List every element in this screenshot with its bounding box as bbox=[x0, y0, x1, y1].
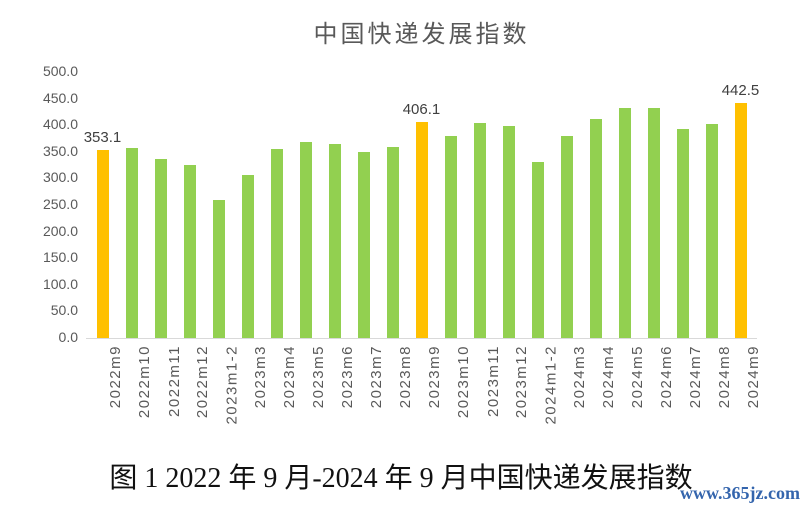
y-axis-label: 350.0 bbox=[42, 142, 78, 159]
data-label: 406.1 bbox=[402, 100, 441, 118]
bar bbox=[125, 148, 138, 338]
bar bbox=[96, 150, 109, 338]
x-axis-label: 2024m4 bbox=[600, 345, 618, 409]
x-axis-label: 2023m12 bbox=[513, 345, 531, 419]
bar bbox=[444, 135, 457, 338]
bar bbox=[560, 135, 573, 338]
x-axis-label: 2022m9 bbox=[107, 345, 125, 409]
x-axis-label: 2024m1-2 bbox=[542, 345, 560, 425]
bar bbox=[183, 164, 196, 338]
x-axis-line bbox=[86, 338, 757, 339]
figure-caption: 图 1 2022 年 9 月-2024 年 9 月中国快递发展指数 bbox=[109, 463, 693, 494]
data-label: 442.5 bbox=[721, 81, 760, 99]
x-axis-label: 2022m10 bbox=[136, 345, 154, 419]
bar bbox=[647, 107, 660, 338]
bar bbox=[212, 199, 225, 338]
bar bbox=[328, 144, 341, 338]
y-axis-label: 250.0 bbox=[42, 196, 78, 212]
y-axis-label: 300.0 bbox=[42, 169, 78, 186]
y-axis-label: 150.0 bbox=[42, 249, 78, 266]
x-axis-label: 2022m11 bbox=[165, 345, 183, 417]
x-axis-label: 2023m7 bbox=[368, 345, 386, 409]
y-axis-label: 400.0 bbox=[42, 116, 78, 133]
x-axis-label: 2024m8 bbox=[716, 345, 734, 409]
x-axis-label: 2024m3 bbox=[571, 345, 589, 409]
bar bbox=[386, 147, 399, 338]
x-axis-label: 2023m3 bbox=[252, 345, 270, 409]
x-axis-label: 2023m8 bbox=[397, 345, 415, 409]
x-axis-label: 2023m11 bbox=[484, 345, 502, 417]
bar bbox=[705, 123, 718, 338]
bar bbox=[734, 102, 747, 338]
watermark: www.365jz.com bbox=[680, 483, 800, 503]
bar bbox=[618, 107, 631, 338]
x-axis-label: 2022m12 bbox=[194, 345, 212, 419]
bar bbox=[589, 118, 602, 338]
x-axis-label: 2024m6 bbox=[658, 345, 676, 409]
bar bbox=[473, 123, 486, 338]
bar bbox=[154, 159, 167, 338]
y-axis-label: 200.0 bbox=[42, 222, 78, 239]
x-axis-label: 2024m9 bbox=[745, 345, 763, 409]
x-axis-label: 2023m4 bbox=[281, 345, 299, 409]
y-axis-label: 500.0 bbox=[42, 63, 78, 79]
data-label: 353.1 bbox=[83, 129, 122, 147]
x-axis-label: 2023m6 bbox=[339, 345, 357, 409]
x-axis-label: 2024m5 bbox=[629, 345, 647, 409]
x-axis-label: 2023m9 bbox=[426, 345, 444, 409]
x-axis-label: 2023m1-2 bbox=[223, 345, 241, 425]
chart-title: 中国快递发展指数 bbox=[313, 21, 530, 48]
bar bbox=[502, 126, 515, 338]
bar bbox=[299, 142, 312, 338]
bar bbox=[270, 149, 283, 338]
x-axis-label: 2023m5 bbox=[310, 345, 328, 409]
bar bbox=[531, 162, 544, 338]
y-axis-label: 100.0 bbox=[42, 275, 78, 292]
bar bbox=[357, 152, 370, 338]
bar bbox=[241, 175, 254, 338]
y-axis-label: 0.0 bbox=[58, 329, 78, 345]
x-axis-label: 2023m10 bbox=[455, 345, 473, 419]
bar bbox=[676, 129, 689, 338]
y-axis-label: 450.0 bbox=[42, 89, 78, 106]
x-axis-label: 2024m7 bbox=[687, 345, 705, 409]
y-axis-label: 50.0 bbox=[50, 302, 78, 319]
bar bbox=[415, 121, 428, 338]
